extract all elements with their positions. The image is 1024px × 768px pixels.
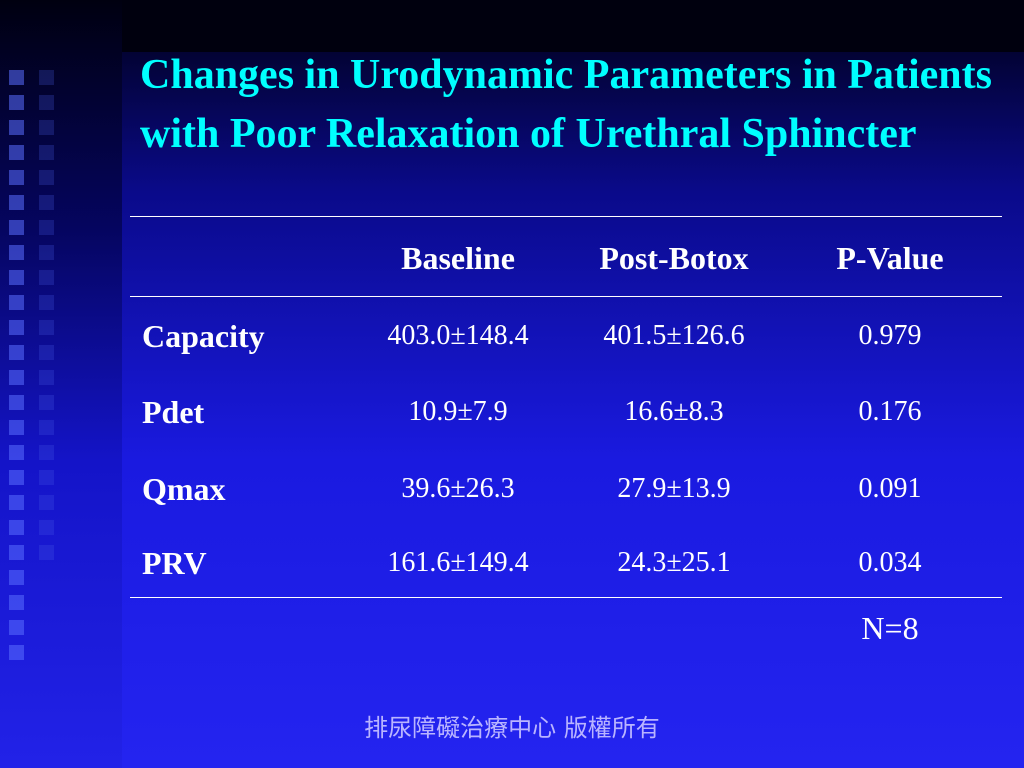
column-header-p-value: P-Value <box>836 240 944 276</box>
baseline-value: 39.6±26.3 <box>401 473 515 504</box>
decorative-squares <box>6 70 36 670</box>
post-botox-value: 401.5±126.6 <box>603 320 745 351</box>
row-label: Qmax <box>142 471 226 507</box>
post-botox-value: 24.3±25.1 <box>617 547 731 578</box>
p-value: 0.034 <box>858 547 922 578</box>
table-bottom-rule <box>130 597 1002 598</box>
left-decorative-band <box>0 0 122 768</box>
top-decorative-band <box>122 0 1024 52</box>
baseline-value: 10.9±7.9 <box>408 396 508 427</box>
table-row: Capacity 403.0±148.4 401.5±126.6 0.979 <box>130 318 1002 378</box>
row-label: Pdet <box>142 394 205 430</box>
column-header-baseline: Baseline <box>401 240 515 276</box>
table-top-rule <box>130 216 1002 217</box>
copyright-footer: 排尿障礙治療中心 版權所有 <box>364 714 660 742</box>
baseline-value: 161.6±149.4 <box>387 547 529 578</box>
slide-title: Changes in Urodynamic Parameters in Pati… <box>140 52 992 157</box>
baseline-value: 403.0±148.4 <box>387 320 529 351</box>
p-value: 0.091 <box>858 473 922 504</box>
table-row: Qmax 39.6±26.3 27.9±13.9 0.091 <box>130 471 1002 531</box>
table-row: Pdet 10.9±7.9 16.6±8.3 0.176 <box>130 394 1002 454</box>
table-header-row: Baseline Post-Botox P-Value <box>130 218 1002 296</box>
table-row: PRV 161.6±149.4 24.3±25.1 0.034 <box>130 545 1002 605</box>
decorative-squares-faint <box>36 70 66 570</box>
row-label: PRV <box>142 545 207 581</box>
row-label: Capacity <box>142 318 265 354</box>
p-value: 0.176 <box>858 396 922 427</box>
table-header-rule <box>130 296 1002 297</box>
column-header-post-botox: Post-Botox <box>599 240 749 276</box>
sample-size-note: N=8 <box>861 610 919 646</box>
post-botox-value: 16.6±8.3 <box>624 396 724 427</box>
post-botox-value: 27.9±13.9 <box>617 473 731 504</box>
p-value: 0.979 <box>858 320 922 351</box>
